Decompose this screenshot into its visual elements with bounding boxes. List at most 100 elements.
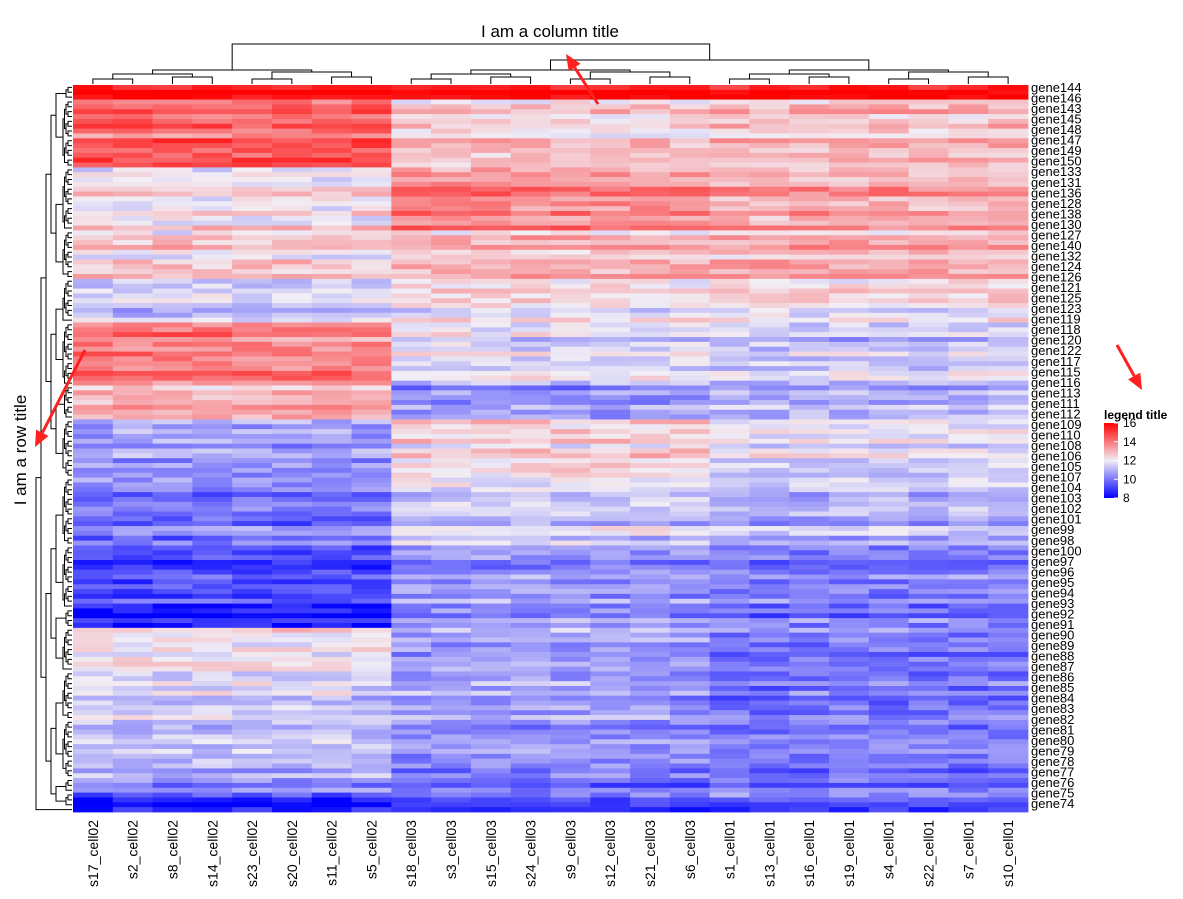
- heatmap-cell: [630, 690, 671, 697]
- heatmap-cell: [948, 748, 989, 755]
- heatmap-cell: [590, 419, 631, 425]
- heatmap-cell: [749, 230, 790, 236]
- heatmap-cell: [669, 327, 711, 333]
- heatmap-cell: [271, 215, 313, 222]
- heatmap-cell: [112, 370, 153, 377]
- heatmap-cell: [709, 492, 750, 498]
- heatmap-cell: [550, 85, 591, 91]
- heatmap-cell: [271, 259, 313, 265]
- heatmap-cell: [232, 501, 273, 508]
- heatmap-cell: [749, 118, 790, 125]
- heatmap-cell: [829, 356, 870, 362]
- heatmap-cell: [988, 695, 1029, 701]
- heatmap-cell: [908, 671, 949, 677]
- heatmap-cell: [311, 501, 352, 508]
- heatmap-cell: [749, 574, 790, 580]
- heatmap-cell: [232, 123, 273, 130]
- heatmap-cell: [510, 211, 551, 217]
- heatmap-cell: [749, 312, 790, 319]
- heatmap-cell: [470, 380, 512, 386]
- heatmap-cell: [789, 748, 830, 755]
- heatmap-cell: [868, 181, 910, 188]
- heatmap-cell: [829, 118, 870, 125]
- heatmap-cell: [630, 177, 671, 183]
- heatmap-cell: [988, 661, 1029, 667]
- heatmap-cell: [669, 438, 711, 445]
- heatmap-cell: [630, 244, 671, 251]
- heatmap-cell: [630, 269, 671, 275]
- heatmap-cell: [868, 419, 910, 425]
- heatmap-cell: [749, 409, 790, 415]
- heatmap-cell: [232, 690, 273, 697]
- column-dendrogram-link: [589, 71, 671, 79]
- heatmap-cell: [988, 235, 1029, 241]
- heatmap-cell: [868, 700, 910, 706]
- heatmap-cell: [908, 632, 949, 638]
- heatmap-cell: [789, 118, 830, 125]
- column-label: s21_cell03: [642, 820, 658, 887]
- heatmap-cell: [73, 695, 114, 701]
- heatmap-cell: [271, 206, 313, 212]
- heatmap-cell: [948, 128, 989, 134]
- heatmap-cell: [73, 312, 114, 319]
- row-label: gene143: [1031, 101, 1082, 116]
- heatmap-cell: [988, 535, 1029, 541]
- heatmap-cell: [510, 322, 551, 328]
- heatmap-cell: [73, 802, 114, 808]
- heatmap-cell: [789, 656, 830, 663]
- row-dendrogram-link: [67, 290, 72, 297]
- heatmap-cell: [152, 530, 193, 537]
- heatmap-cell: [948, 370, 989, 377]
- heatmap-cell: [232, 172, 273, 178]
- heatmap-cell: [789, 337, 830, 343]
- heatmap-cell: [470, 99, 512, 105]
- heatmap-cell: [152, 622, 193, 629]
- heatmap-cell: [152, 773, 193, 779]
- row-label: gene96: [1031, 564, 1074, 579]
- heatmap-cell: [709, 438, 750, 445]
- heatmap-cell: [470, 627, 512, 634]
- heatmap-cell: [112, 148, 153, 154]
- heatmap-cell: [868, 739, 910, 745]
- heatmap-cell: [550, 569, 591, 575]
- heatmap-cell: [351, 148, 392, 154]
- heatmap-cell: [510, 710, 551, 716]
- heatmap-cell: [351, 322, 392, 328]
- heatmap-cell: [630, 123, 671, 130]
- heatmap-cell: [192, 516, 233, 522]
- heatmap-cell: [351, 487, 392, 493]
- heatmap-cell: [271, 370, 313, 377]
- heatmap-cell: [709, 395, 750, 401]
- heatmap-cell: [908, 240, 949, 246]
- heatmap-cell: [948, 337, 989, 343]
- heatmap-cell: [988, 99, 1029, 105]
- heatmap-cell: [311, 676, 352, 682]
- heatmap-cell: [988, 778, 1029, 784]
- heatmap-cell: [829, 642, 870, 648]
- heatmap-cell: [550, 351, 591, 357]
- heatmap-cell: [590, 569, 631, 575]
- heatmap-cell: [311, 240, 352, 246]
- heatmap-cell: [829, 104, 870, 110]
- heatmap-cell: [311, 104, 352, 110]
- heatmap-cell: [192, 138, 233, 144]
- heatmap-cell: [948, 390, 989, 396]
- heatmap-cell: [271, 710, 313, 716]
- heatmap-cell: [789, 186, 830, 193]
- heatmap-cell: [948, 724, 989, 731]
- heatmap-cell: [470, 283, 512, 289]
- heatmap-cell: [789, 109, 830, 115]
- heatmap-cell: [669, 143, 711, 149]
- heatmap-cell: [829, 181, 870, 188]
- heatmap-cell: [829, 521, 870, 527]
- heatmap-cell: [948, 753, 989, 760]
- heatmap-cell: [271, 433, 313, 440]
- heatmap-cell: [550, 792, 591, 798]
- heatmap-cell: [590, 550, 631, 556]
- heatmap-cell: [73, 186, 114, 193]
- heatmap-cell: [550, 400, 591, 406]
- heatmap-cell: [431, 235, 472, 241]
- heatmap-cell: [311, 341, 352, 348]
- heatmap-cell: [192, 773, 233, 779]
